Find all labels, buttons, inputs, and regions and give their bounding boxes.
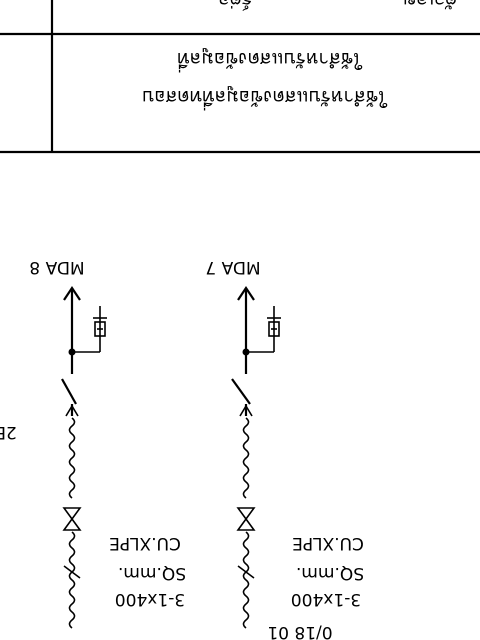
- cable-wavy: [68, 417, 76, 499]
- cable-wavy-lower: [68, 531, 76, 629]
- title-block-row-line-2: ใช้สำหรับแสดงข้อมูลที่ทดสอบ: [142, 86, 388, 111]
- cable-spec-line-3: 3-1x400: [115, 589, 185, 609]
- cable-wavy-lower: [242, 531, 250, 629]
- bowtie-symbol: [236, 507, 256, 531]
- feeder-mda-8: MDA 8 CU.XLPE SQ.mm. 3-1x400: [29, 257, 186, 629]
- cable-tick: [237, 565, 255, 579]
- cable-tick: [63, 565, 81, 579]
- title-block: ร์ต่อ ตัวเลข ใช้สำหรับแสดงข้อมูลที่ ใช้ส…: [0, 0, 480, 154]
- left-edge-text: 2E: [0, 422, 17, 442]
- cable-spec-line-1: CU.XLPE: [292, 533, 364, 553]
- feeder-label: MDA 8: [29, 257, 84, 277]
- title-block-row-line-1: ใช้สำหรับแสดงข้อมูลที่: [177, 48, 363, 73]
- ct-symbol: [94, 321, 106, 337]
- ct-symbol: [268, 321, 280, 337]
- bottom-partial-text: 0/18 01: [267, 622, 332, 640]
- breaker-blade: [61, 378, 77, 405]
- cable-spec-line-2: SQ.mm.: [296, 563, 364, 583]
- cable-spec-line-2: SQ.mm.: [118, 563, 186, 583]
- cable-spec-line-1: CU.XLPE: [109, 533, 181, 553]
- breaker-contact: [239, 404, 253, 417]
- cable-wavy: [242, 417, 250, 499]
- title-block-partial-left: ร์ต่อ: [218, 0, 252, 11]
- breaker-contact: [65, 404, 79, 417]
- title-block-partial-right: ตัวเลข: [403, 0, 457, 11]
- feeder-mda-7: MDA 7 CU.XLPE SQ.mm. 3-1x400: [205, 257, 364, 629]
- cable-spec-line-3: 3-1x400: [291, 589, 361, 609]
- breaker-blade: [231, 378, 251, 405]
- feeder-label: MDA 7: [205, 257, 260, 277]
- bowtie-symbol: [62, 507, 82, 531]
